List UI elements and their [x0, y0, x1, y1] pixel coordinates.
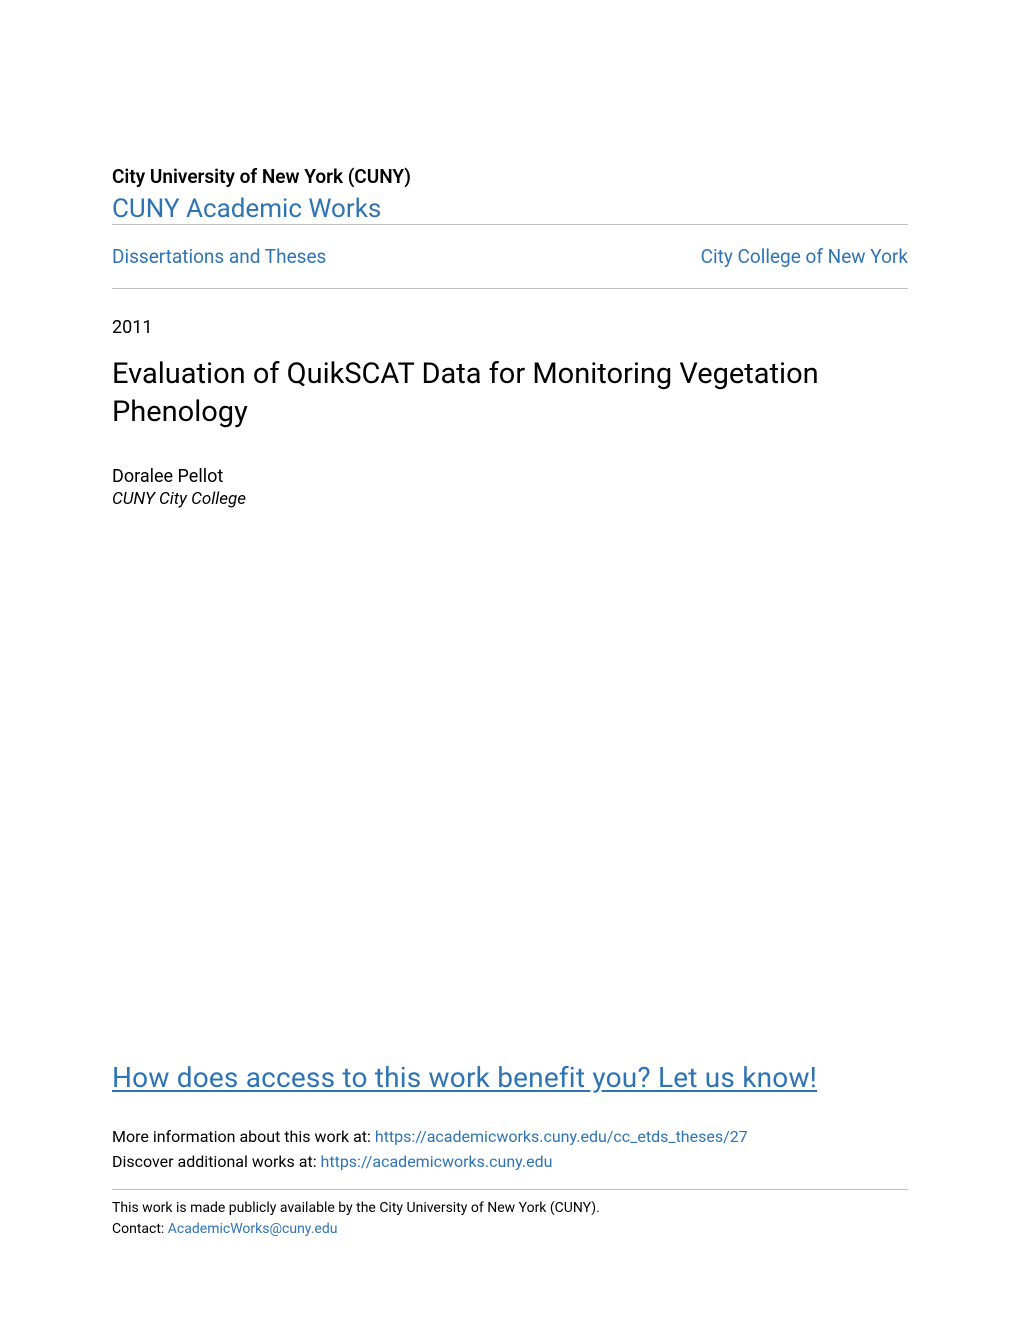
breadcrumb-row: Dissertations and Theses City College of… — [112, 225, 908, 288]
more-info-label: More information about this work at: — [112, 1127, 375, 1146]
author-name: Doralee Pellot — [112, 465, 908, 488]
divider-bottom — [112, 288, 908, 289]
footer-block: How does access to this work benefit you… — [112, 1061, 908, 1240]
more-info-line: More information about this work at: htt… — [112, 1124, 908, 1150]
repository-link[interactable]: CUNY Academic Works — [112, 194, 381, 224]
institution-name: City University of New York (CUNY) — [112, 165, 908, 188]
college-link[interactable]: City College of New York — [701, 245, 908, 268]
footer-divider — [112, 1189, 908, 1190]
author-affiliation: CUNY City College — [112, 489, 908, 509]
benefit-cta-link[interactable]: How does access to this work benefit you… — [112, 1061, 817, 1094]
publication-year: 2011 — [112, 317, 908, 338]
contact-email[interactable]: AcademicWorks@cuny.edu — [168, 1221, 338, 1237]
discover-label: Discover additional works at: — [112, 1152, 321, 1171]
discover-url[interactable]: https://academicworks.cuny.edu — [321, 1152, 553, 1171]
document-title: Evaluation of QuikSCAT Data for Monitori… — [112, 356, 908, 431]
discover-line: Discover additional works at: https://ac… — [112, 1149, 908, 1175]
rights-statement: This work is made publicly available by … — [112, 1198, 908, 1219]
contact-line: Contact: AcademicWorks@cuny.edu — [112, 1219, 908, 1240]
header-block: City University of New York (CUNY) CUNY … — [112, 165, 908, 224]
more-info-url[interactable]: https://academicworks.cuny.edu/cc_etds_t… — [375, 1127, 748, 1146]
collection-link[interactable]: Dissertations and Theses — [112, 245, 326, 268]
contact-label: Contact: — [112, 1221, 168, 1237]
